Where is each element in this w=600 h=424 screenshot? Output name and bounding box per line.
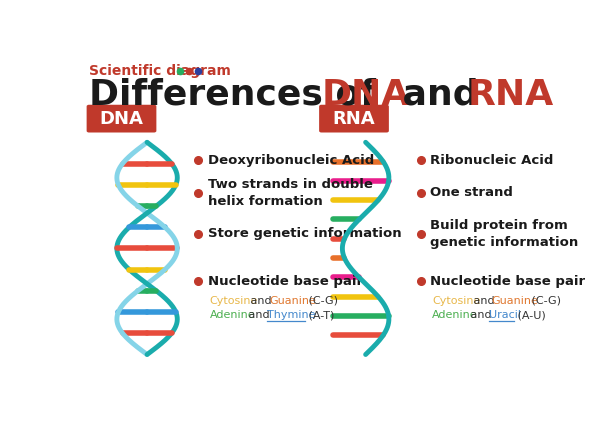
Text: (A-U): (A-U) (514, 310, 546, 320)
Text: Adenine: Adenine (210, 310, 256, 320)
Text: Deoxyribonucleic Acid: Deoxyribonucleic Acid (208, 154, 374, 167)
Text: Adenine: Adenine (432, 310, 478, 320)
Text: One strand: One strand (430, 187, 512, 199)
Text: Nucleotide base pair: Nucleotide base pair (208, 275, 362, 287)
Text: Store genetic information: Store genetic information (208, 227, 401, 240)
Text: Differences of: Differences of (89, 78, 389, 112)
Text: Guanine: Guanine (491, 296, 538, 306)
Text: Ribonucleic Acid: Ribonucleic Acid (430, 154, 553, 167)
Text: Guanine: Guanine (269, 296, 316, 306)
Text: (C-G): (C-G) (528, 296, 561, 306)
Text: Build protein from
genetic information: Build protein from genetic information (430, 219, 578, 249)
Text: Two strands in double
helix formation: Two strands in double helix formation (208, 178, 373, 208)
Text: and: and (389, 78, 491, 112)
Text: and: and (247, 296, 275, 306)
Text: DNA: DNA (321, 78, 410, 112)
Text: and: and (245, 310, 274, 320)
Text: Cytosine: Cytosine (432, 296, 481, 306)
Text: Cytosine: Cytosine (210, 296, 258, 306)
Text: RNA: RNA (332, 110, 376, 128)
Text: Thymine: Thymine (267, 310, 316, 320)
Text: and: and (467, 310, 496, 320)
Text: (A-T): (A-T) (305, 310, 334, 320)
Text: and: and (470, 296, 498, 306)
FancyBboxPatch shape (319, 105, 389, 132)
Text: Uracil: Uracil (489, 310, 521, 320)
Text: Nucleotide base pair: Nucleotide base pair (430, 275, 585, 287)
Text: (C-G): (C-G) (305, 296, 338, 306)
Text: DNA: DNA (100, 110, 143, 128)
Text: RNA: RNA (468, 78, 554, 112)
Text: Scientific diagram: Scientific diagram (89, 64, 231, 78)
FancyBboxPatch shape (86, 105, 157, 132)
